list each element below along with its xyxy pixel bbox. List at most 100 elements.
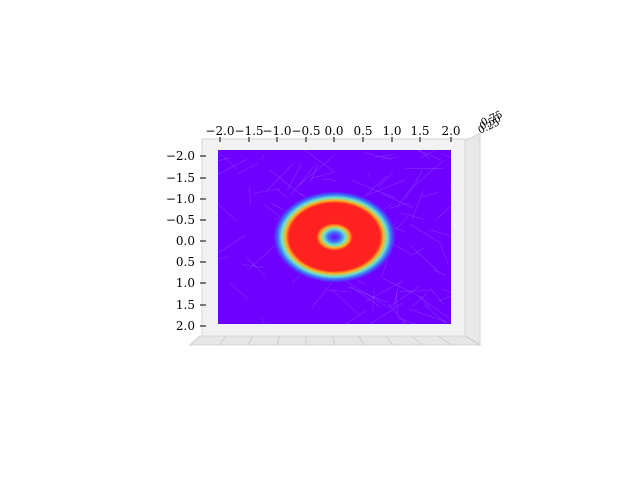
mesh-edge [276, 188, 288, 199]
mesh-edge [309, 163, 319, 183]
mesh-edge [409, 309, 447, 323]
mesh-edge [389, 202, 410, 209]
z-axis-labels: 0.25 0.50 0.75 [477, 109, 505, 136]
mesh-edge [412, 292, 428, 307]
mesh-edge [423, 304, 448, 324]
floor-grid-line [218, 335, 227, 346]
y-tick-label: 0.0 [176, 234, 195, 248]
mesh-edge [409, 223, 443, 245]
mesh-edge [310, 170, 337, 179]
x-tick-label: 1.5 [410, 124, 429, 138]
mesh-edge [218, 158, 248, 175]
mesh-edge [393, 244, 411, 255]
mesh-edge [344, 280, 387, 307]
mesh-edge [372, 287, 375, 311]
floor-grid-line [464, 335, 481, 346]
y-axis: −2.0 −1.5 −1.0 −0.5 0.0 0.5 1.0 1.5 2.0 [166, 149, 206, 333]
x-axis: −2.0 −1.5−1.0 −0.5 0.0 0.5 1.0 1.5 2.0 [205, 124, 461, 142]
floor-grid-line [438, 335, 452, 346]
x-tick-label: 0.0 [324, 124, 343, 138]
mesh-edge [404, 170, 423, 200]
mesh-edge [411, 246, 425, 256]
mesh-edge [331, 288, 360, 315]
mesh-edge [230, 283, 249, 300]
mesh-edge [369, 302, 404, 324]
mesh-edge [261, 318, 265, 324]
y-tick-label: 1.0 [176, 276, 195, 290]
mesh-edge [429, 229, 451, 237]
mesh-edge [423, 299, 451, 320]
x-tick-label: 1.0 [382, 124, 401, 138]
mesh-edge [398, 290, 433, 292]
x-tick-label: −2.0 [205, 124, 234, 138]
mesh-edge [420, 150, 436, 158]
y-tick-label: −0.5 [166, 213, 195, 227]
mesh-edge [381, 193, 414, 209]
mesh-edge [382, 278, 425, 299]
ring-feature [273, 191, 396, 283]
x-tick-label: −1.0 [262, 124, 291, 138]
mesh-edge [395, 292, 399, 315]
mesh-edge [351, 180, 396, 199]
floor-grid-line [189, 335, 201, 346]
mesh-edge [246, 257, 266, 277]
mesh-edge [218, 157, 231, 162]
mesh-edge [241, 264, 266, 268]
x-tick-label: −1.5 [234, 124, 263, 138]
mesh-edge [399, 212, 424, 220]
mesh-edge [441, 154, 451, 158]
x-tick-label: 2.0 [441, 124, 460, 138]
floor-grid-line [332, 335, 336, 346]
mesh-edge [237, 163, 258, 175]
mesh-edge [365, 179, 406, 196]
x-tick-label: −0.5 [291, 124, 320, 138]
mesh-edge [218, 234, 246, 254]
mesh-edge [380, 156, 398, 160]
y-tick-label: 0.5 [176, 255, 195, 269]
mesh-edge [377, 172, 394, 188]
mesh-edge [421, 192, 439, 198]
mesh-edge [418, 150, 430, 160]
mesh-edge [327, 290, 348, 292]
mesh-edge [440, 245, 449, 265]
mesh-edge [396, 191, 409, 207]
mesh-edge [344, 310, 367, 324]
y-tick-label: 2.0 [176, 319, 195, 333]
y-tick-label: −1.5 [166, 171, 195, 185]
mesh-edge [218, 203, 237, 222]
mesh-edge [304, 150, 334, 172]
mesh-edge [442, 289, 451, 293]
floor-grid-line [411, 335, 423, 346]
mesh-edge [436, 205, 451, 220]
floor-grid-line [358, 335, 365, 346]
mesh-edge [437, 295, 451, 302]
mesh-edge [393, 282, 400, 308]
mesh-edge [290, 165, 315, 196]
mesh-edge [411, 190, 424, 219]
x-tick-label: 0.5 [353, 124, 372, 138]
y-tick-label: 1.5 [176, 298, 195, 312]
mesh-edge [418, 296, 431, 309]
mesh-edge [374, 154, 394, 158]
mesh-edge [261, 155, 265, 160]
mesh-edge [286, 163, 302, 191]
mesh-edge [363, 152, 393, 160]
floor-grid-line [276, 335, 280, 346]
mesh-edge [432, 269, 447, 276]
mesh-edge [298, 155, 335, 186]
mesh-edge [248, 187, 252, 207]
mesh-edge [365, 280, 404, 303]
mesh-edge [431, 289, 444, 305]
floor-grid-line [385, 335, 394, 346]
mesh-edge [218, 151, 237, 170]
mesh-edge [387, 303, 407, 324]
mesh-edge [218, 256, 229, 260]
y-tick-label: −1.0 [166, 192, 195, 206]
mesh-edge [266, 163, 294, 192]
mesh-edge [349, 285, 380, 307]
floor-grid-line [247, 335, 254, 346]
surface [218, 150, 451, 324]
mesh-edge [253, 188, 281, 194]
mesh-edge [322, 178, 337, 181]
